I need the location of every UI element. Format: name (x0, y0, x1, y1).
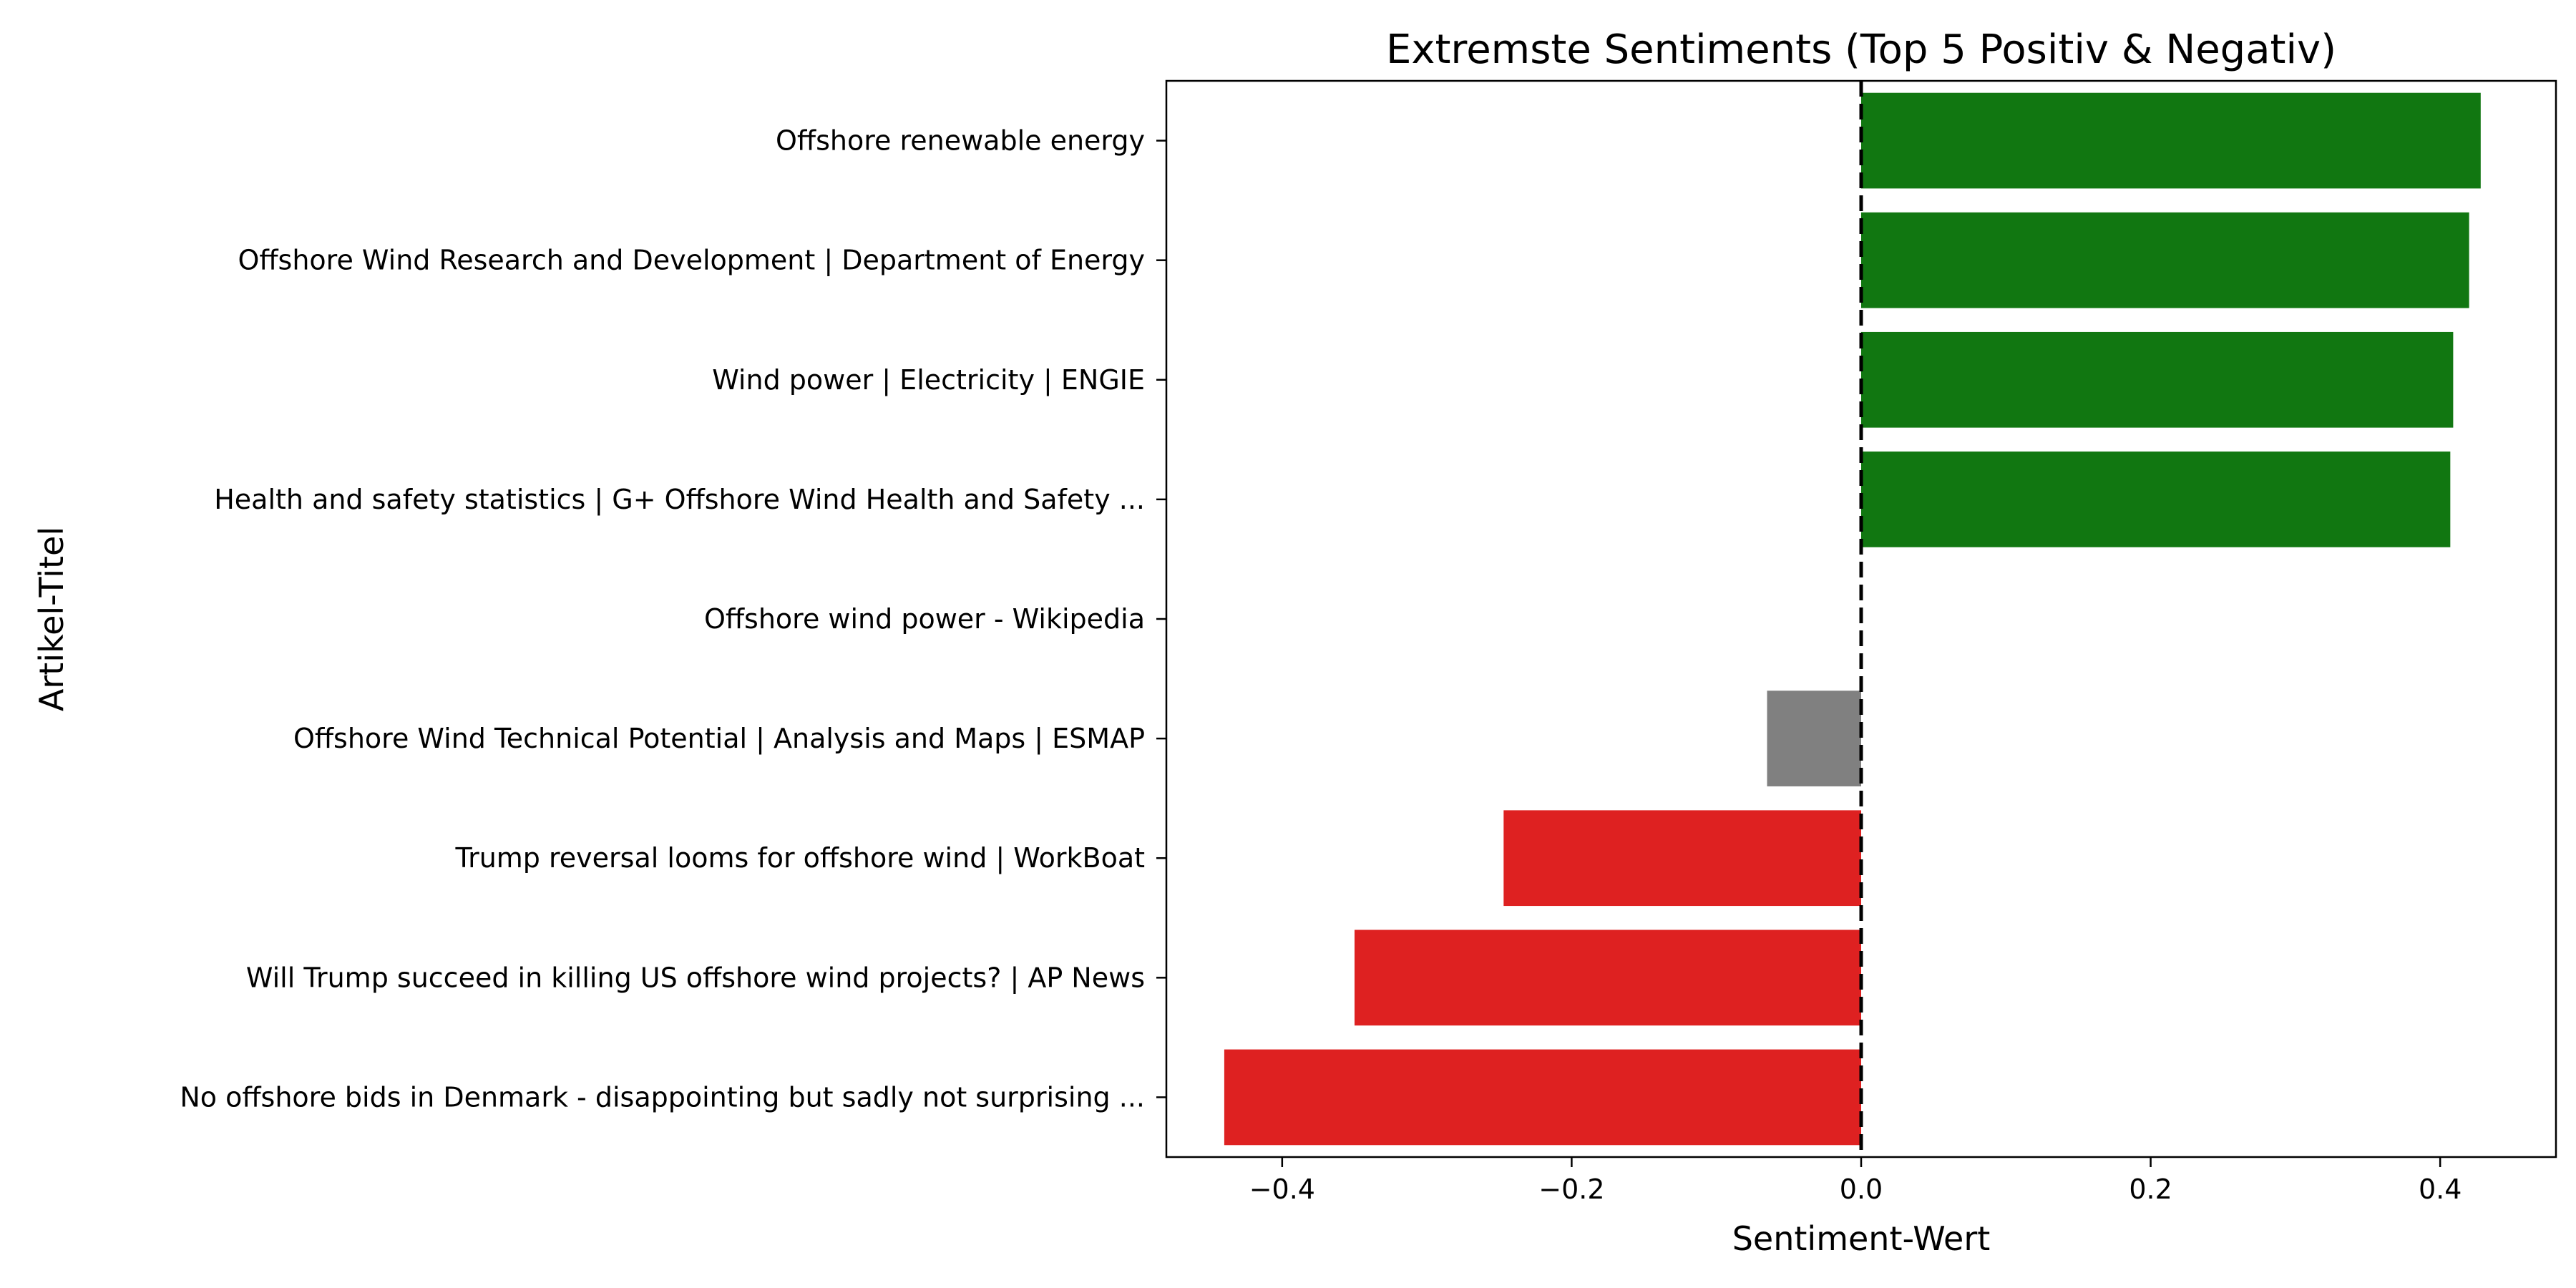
x-tick-label: 0.4 (2419, 1174, 2462, 1205)
x-tick-label: 0.2 (2129, 1174, 2172, 1205)
x-tick-layer: −0.4 −0.2 0.0 0.2 0.4 (1249, 1157, 2462, 1205)
bar (1224, 1049, 1861, 1146)
y-tick-label: Offshore Wind Technical Potential | Anal… (293, 723, 1145, 755)
bar (1503, 810, 1861, 907)
x-tick-label: −0.4 (1249, 1174, 1315, 1205)
y-tick-label: Offshore Wind Research and Development |… (238, 245, 1145, 277)
bar (1354, 930, 1861, 1026)
bar (1767, 691, 1861, 786)
y-tick-label: Will Trump succeed in killing US offshor… (246, 962, 1145, 994)
y-tick-label: No offshore bids in Denmark - disappoint… (180, 1081, 1145, 1113)
plot-area-frame (1165, 79, 2557, 1158)
bar (1861, 92, 2481, 189)
y-tick-layer: Offshore renewable energy Offshore Wind R… (180, 125, 1166, 1113)
bar (1861, 212, 2469, 308)
y-tick-label: Health and safety statistics | G+ Offsho… (214, 484, 1145, 516)
bar (1861, 331, 2454, 428)
x-tick-label: 0.0 (1840, 1174, 1883, 1205)
bar (1861, 452, 2451, 547)
y-tick-label: Wind power | Electricity | ENGIE (712, 364, 1145, 396)
bars-layer (1224, 92, 2481, 1146)
y-tick-label: Offshore renewable energy (776, 125, 1145, 157)
chart-title: Extremste Sentiments (Top 5 Positiv & Ne… (1386, 26, 2336, 73)
x-axis-title: Sentiment-Wert (1732, 1219, 1991, 1258)
x-tick-label: −0.2 (1538, 1174, 1604, 1205)
y-tick-label: Offshore wind power - Wikipedia (704, 603, 1145, 635)
y-axis-title: Artikel-Titel (32, 527, 71, 711)
y-tick-label: Trump reversal looms for offshore wind |… (454, 842, 1145, 874)
